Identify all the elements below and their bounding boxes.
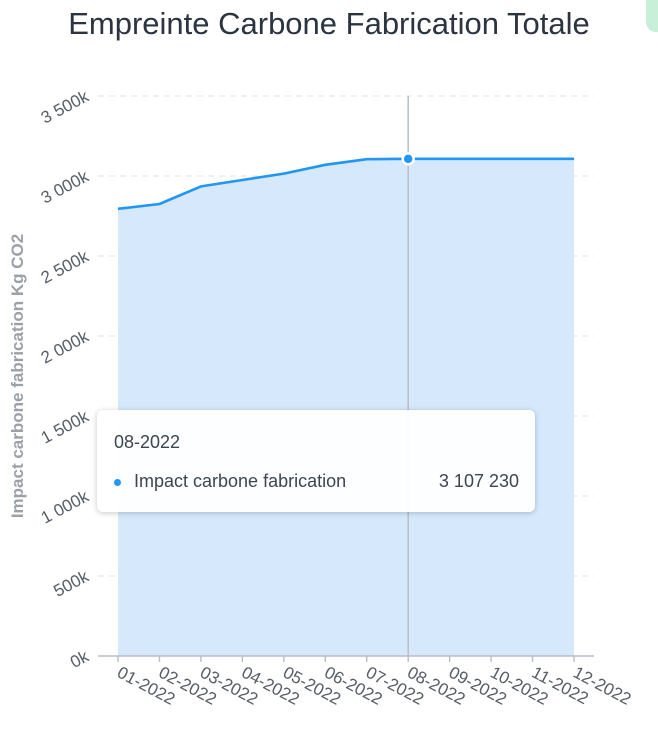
series-points[interactable] <box>401 152 415 166</box>
series-line <box>117 157 574 211</box>
y-tick-label: 1 500k <box>38 407 92 448</box>
x-axis: 01-202202-202203-202204-202205-202206-20… <box>98 655 634 709</box>
corner-accent <box>646 0 658 32</box>
series-area <box>118 158 574 656</box>
data-point[interactable] <box>401 152 415 166</box>
y-tick-label: 2 500k <box>38 247 92 288</box>
chart-title: Empreinte Carbone Fabrication Totale <box>68 6 590 41</box>
tooltip-series-dot <box>114 479 121 486</box>
y-axis-label: Impact carbone fabrication Kg CO2 <box>8 234 27 518</box>
y-tick-label: 500k <box>50 567 92 601</box>
y-tick-label: 3 000k <box>38 167 92 208</box>
y-tick-label: 0k <box>67 647 92 672</box>
tooltip-series-name: Impact carbone fabrication <box>134 471 347 491</box>
tooltip-title: 08-2022 <box>114 432 181 452</box>
y-tick-label: 2 000k <box>38 327 92 368</box>
y-axis: 0k 500k 1 000k 1 500k 2 000k 2 500k 3 000k 3 50… <box>38 87 92 672</box>
y-tick-label: 3 500k <box>38 87 92 128</box>
tooltip-value: 3 107 230 <box>438 471 519 491</box>
tooltip: 08-2022 Impact carbone fabrication 3 107… <box>97 410 535 512</box>
y-tick-label: 1 000k <box>38 487 92 528</box>
